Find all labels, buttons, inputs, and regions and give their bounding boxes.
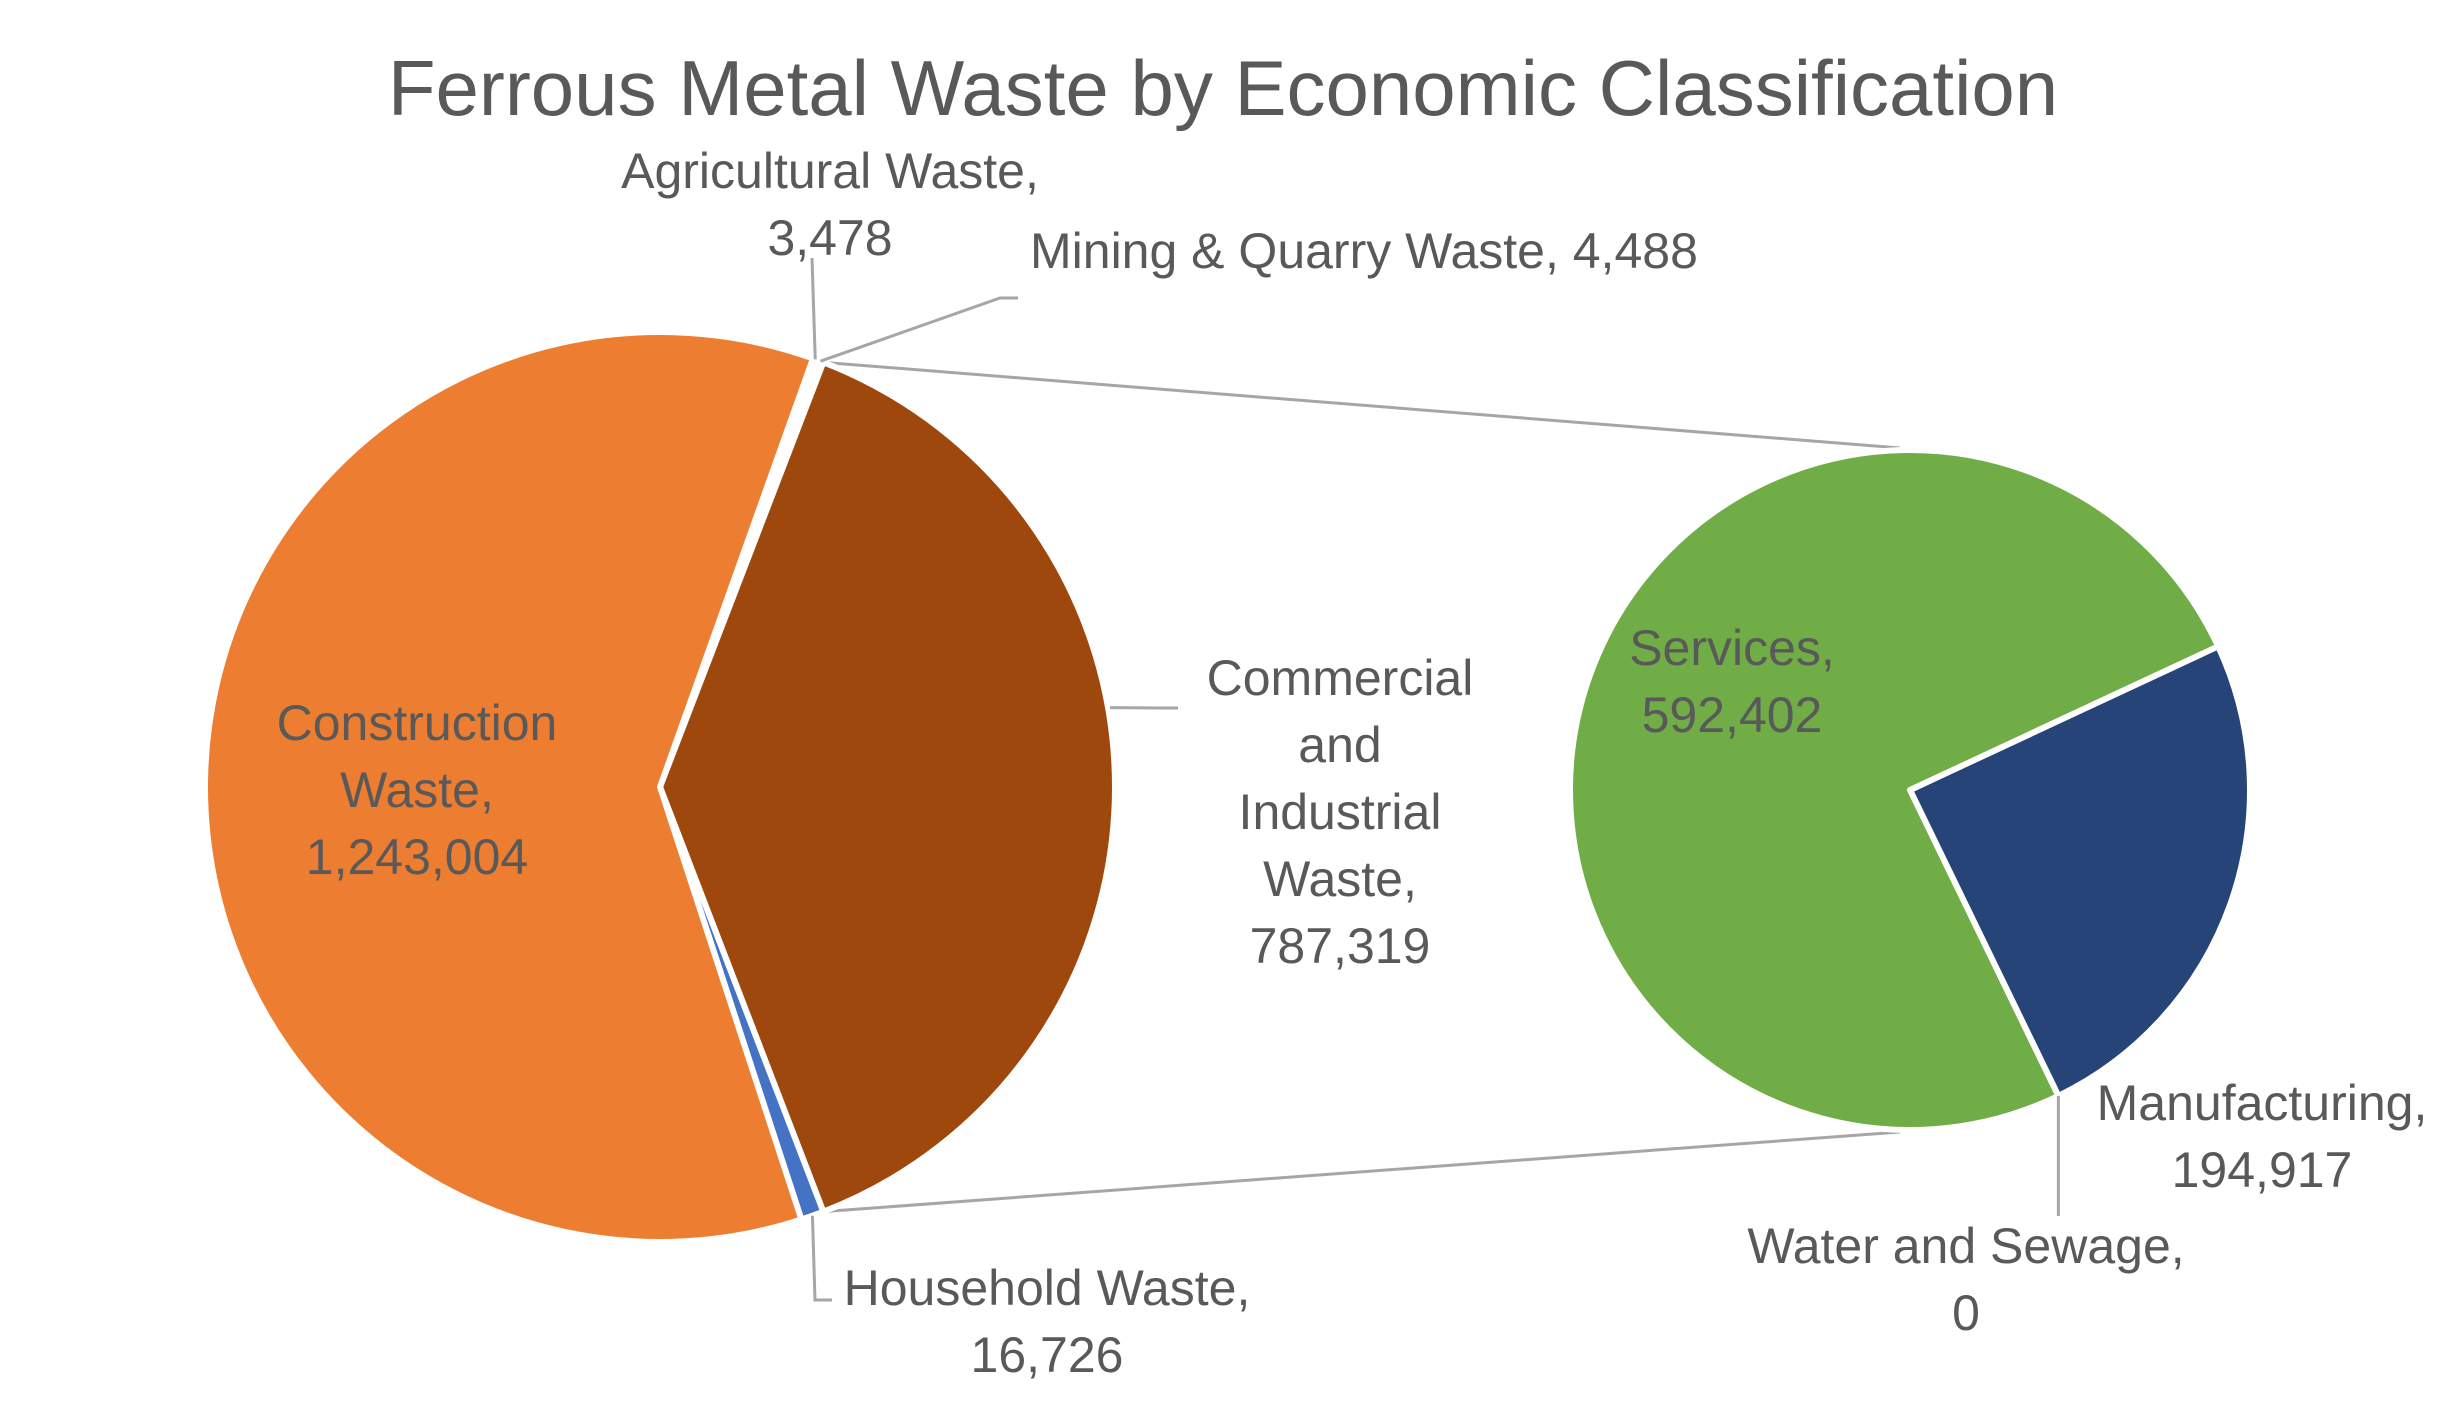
leader-line-household xyxy=(810,1215,832,1302)
chart-title: Ferrous Metal Waste by Economic Classifi… xyxy=(388,44,2058,132)
secondary-pie xyxy=(1567,447,2253,1134)
connector-lines xyxy=(823,360,1901,1214)
leader-line-mining xyxy=(819,296,1018,363)
primary-pie xyxy=(202,329,1118,1245)
connector-line-top xyxy=(823,360,1901,450)
data-label-services: Services, 592,402 xyxy=(1629,620,1835,743)
pie-slice-construction xyxy=(202,329,816,1245)
connector-line-bottom xyxy=(823,1130,1901,1214)
data-label-agricultural: Agricultural Waste, 3,478 xyxy=(621,143,1039,266)
leader-lines xyxy=(810,257,2060,1302)
pie-slice-commercial xyxy=(657,359,1118,1215)
data-label-water: Water and Sewage, 0 xyxy=(1747,1218,2184,1341)
data-labels: Agricultural Waste, 3,478 Mining & Quarry … xyxy=(277,143,2428,1383)
data-label-manufacturing: Manufacturing, 194,917 xyxy=(2097,1075,2428,1198)
pie-slice-services xyxy=(1567,447,2222,1134)
data-label-commercial: Commercial and Industrial Waste, 787,319 xyxy=(1207,650,1474,974)
data-label-household: Household Waste, 16,726 xyxy=(844,1260,1251,1383)
pie-slice-manufacturing xyxy=(1907,643,2253,1099)
data-label-construction: Construction Waste, 1,243,004 xyxy=(277,695,558,885)
data-label-mining: Mining & Quarry Waste, 4,488 xyxy=(1030,223,1698,279)
leader-line-agricultural xyxy=(810,257,817,360)
